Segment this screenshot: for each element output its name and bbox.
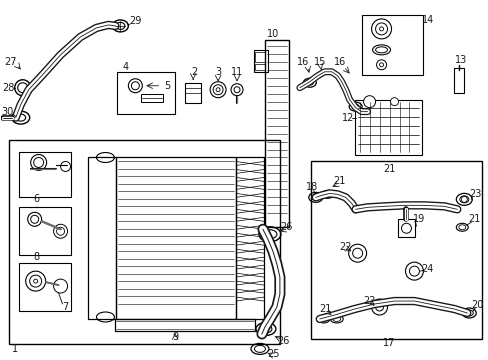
Text: 3: 3: [215, 67, 221, 77]
Text: 21: 21: [383, 165, 395, 175]
Bar: [236, 157, 264, 319]
Bar: [264, 40, 288, 227]
Text: 4: 4: [122, 62, 128, 72]
Text: 8: 8: [34, 252, 40, 262]
Text: 15: 15: [313, 57, 325, 67]
Bar: [253, 50, 267, 72]
Text: 12: 12: [341, 113, 353, 123]
Bar: [453, 68, 463, 93]
Text: 14: 14: [422, 15, 434, 25]
Bar: [361, 15, 423, 75]
Text: 16: 16: [333, 57, 345, 67]
Text: 27: 27: [4, 57, 17, 67]
Text: 20: 20: [470, 300, 483, 310]
Text: 10: 10: [266, 29, 279, 39]
Text: 21: 21: [467, 214, 480, 224]
Text: 5: 5: [164, 81, 170, 91]
Text: 6: 6: [34, 194, 40, 204]
Text: 22: 22: [363, 296, 375, 306]
Text: 9: 9: [172, 332, 178, 342]
Text: 2: 2: [191, 67, 197, 77]
Text: 21: 21: [319, 304, 331, 314]
Bar: [19, 207, 70, 255]
Bar: [19, 263, 70, 311]
Text: 17: 17: [383, 338, 395, 348]
Circle shape: [390, 98, 398, 106]
Bar: [115, 319, 254, 331]
Text: 29: 29: [129, 16, 141, 26]
Text: 16: 16: [296, 57, 308, 67]
Text: 19: 19: [412, 214, 425, 224]
Text: 21: 21: [333, 176, 345, 186]
Text: 18: 18: [305, 183, 317, 192]
Bar: [254, 64, 264, 70]
Bar: [310, 162, 481, 339]
Text: 7: 7: [62, 302, 68, 312]
Text: 26: 26: [277, 336, 289, 346]
Circle shape: [363, 96, 375, 108]
Bar: [116, 157, 236, 319]
Text: 13: 13: [454, 55, 467, 65]
Bar: [397, 219, 415, 237]
Text: 26: 26: [280, 222, 292, 232]
Bar: [354, 100, 422, 154]
Bar: [254, 52, 264, 62]
Text: 23: 23: [468, 189, 481, 199]
Text: 28: 28: [2, 83, 15, 93]
Bar: [141, 94, 163, 102]
Text: 30: 30: [1, 107, 14, 117]
Bar: [117, 72, 175, 114]
Bar: [88, 157, 116, 319]
Bar: [185, 83, 201, 103]
Text: 24: 24: [420, 264, 433, 274]
Text: 1: 1: [12, 344, 18, 354]
Bar: [19, 152, 70, 197]
Text: 22: 22: [339, 242, 351, 252]
Text: 11: 11: [230, 67, 243, 77]
Bar: [9, 140, 279, 344]
Text: 25: 25: [267, 349, 280, 359]
